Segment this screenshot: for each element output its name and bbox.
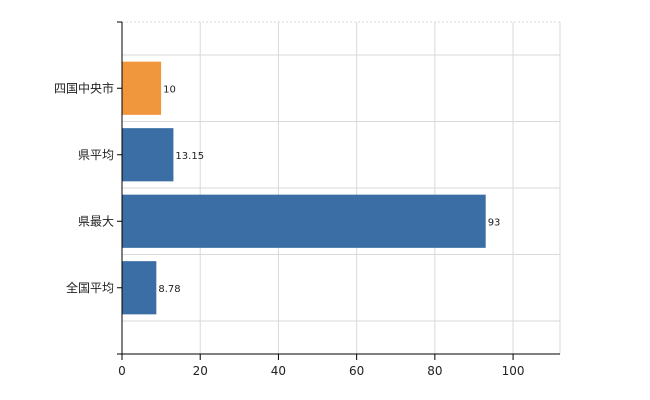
label-layer: 10 四国中央市 13.15 県平均 93 県最大 8.78 全国平均 0 20 40 60 80 100 (54, 80, 525, 378)
x-tick-label: 100 (502, 364, 525, 378)
category-label: 全国平均 (66, 280, 114, 295)
data-label: 93 (488, 217, 501, 228)
bar (122, 194, 486, 248)
grid-layer (122, 21, 561, 354)
data-label: 13.15 (175, 151, 204, 162)
bar (122, 128, 174, 182)
category-label: 県平均 (78, 148, 114, 162)
x-tick-label: 40 (271, 364, 286, 378)
category-label: 四国中央市 (54, 80, 114, 95)
x-tick-label: 0 (118, 364, 126, 378)
bar (122, 61, 162, 115)
data-label: 10 (163, 84, 176, 95)
x-tick-label: 60 (349, 364, 364, 378)
category-label: 県最大 (78, 214, 114, 228)
axis-layer (117, 21, 560, 360)
bar (122, 261, 157, 315)
x-tick-label: 80 (427, 364, 442, 378)
bar-layer (122, 61, 486, 315)
data-label: 8.78 (158, 284, 180, 295)
x-tick-label: 20 (193, 364, 208, 378)
